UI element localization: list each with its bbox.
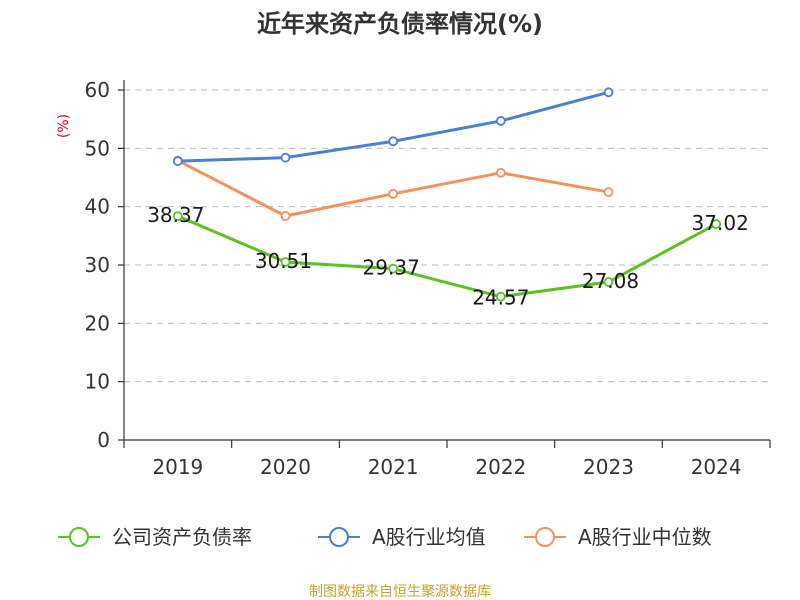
- data-point: [388, 188, 399, 199]
- legend-circle-marker: [329, 527, 349, 547]
- data-point: [280, 152, 291, 163]
- legend-item[interactable]: A股行业均值: [318, 525, 486, 549]
- series-line: [177, 159, 609, 218]
- y-tick-label: 30: [85, 253, 110, 277]
- data-label: 38.37: [147, 203, 204, 227]
- chart-title: 近年来资产负债率情况(%): [257, 10, 543, 38]
- data-point: [388, 136, 399, 147]
- legend-item[interactable]: 公司资产负债率: [58, 525, 252, 549]
- x-tick-label: 2023: [583, 455, 634, 479]
- data-point: [280, 211, 291, 221]
- data-point: [495, 291, 506, 302]
- series-line: [177, 90, 609, 163]
- legend-circle-marker: [69, 527, 89, 547]
- data-point: [603, 187, 614, 197]
- legend-label: 公司资产负债率: [112, 525, 252, 549]
- data-point: [603, 87, 614, 98]
- data-point: [495, 116, 506, 126]
- series-lines: [172, 87, 722, 302]
- data-point: [172, 211, 183, 222]
- series-line: [177, 214, 717, 299]
- legend-item[interactable]: A股行业中位数: [524, 525, 712, 549]
- y-tick-label: 60: [85, 78, 110, 102]
- axes: 0 10 20 30 40 50 60 2019 2020 2021 2022 2023 2024: [85, 78, 771, 479]
- data-point: [172, 156, 183, 167]
- grid-lines: [124, 89, 770, 383]
- data-label: 29.37: [363, 256, 420, 280]
- data-label: 37.02: [692, 211, 749, 235]
- data-label: 30.51: [255, 249, 312, 273]
- source-note: 制图数据来自恒生聚源数据库: [309, 584, 491, 600]
- x-tick-label: 2020: [260, 455, 311, 479]
- data-point: [711, 219, 722, 229]
- data-point: [388, 263, 399, 274]
- legend-label: A股行业中位数: [578, 525, 712, 549]
- data-point: [280, 257, 291, 267]
- y-tick-label: 10: [85, 370, 110, 394]
- x-tick-label: 2019: [152, 455, 203, 479]
- y-tick-label: 40: [85, 195, 110, 219]
- legend[interactable]: 公司资产负债率 A股行业均值 A股行业中位数: [58, 525, 712, 549]
- legend-label: A股行业均值: [372, 525, 486, 549]
- data-point: [603, 277, 614, 287]
- x-tick-label: 2021: [368, 455, 419, 479]
- y-tick-label: 50: [85, 136, 110, 160]
- data-label: 27.08: [582, 269, 639, 293]
- y-axis-unit-label: (%): [56, 114, 72, 138]
- x-tick-label: 2022: [475, 455, 526, 479]
- data-labels: 38.37 30.51 29.37 24.57 27.08 37.02: [147, 203, 749, 309]
- y-tick-label: 0: [97, 428, 110, 452]
- data-label: 24.57: [472, 286, 529, 310]
- legend-circle-marker: [535, 527, 555, 547]
- data-point: [495, 167, 506, 178]
- x-tick-label: 2024: [691, 455, 742, 479]
- y-tick-label: 20: [85, 311, 110, 335]
